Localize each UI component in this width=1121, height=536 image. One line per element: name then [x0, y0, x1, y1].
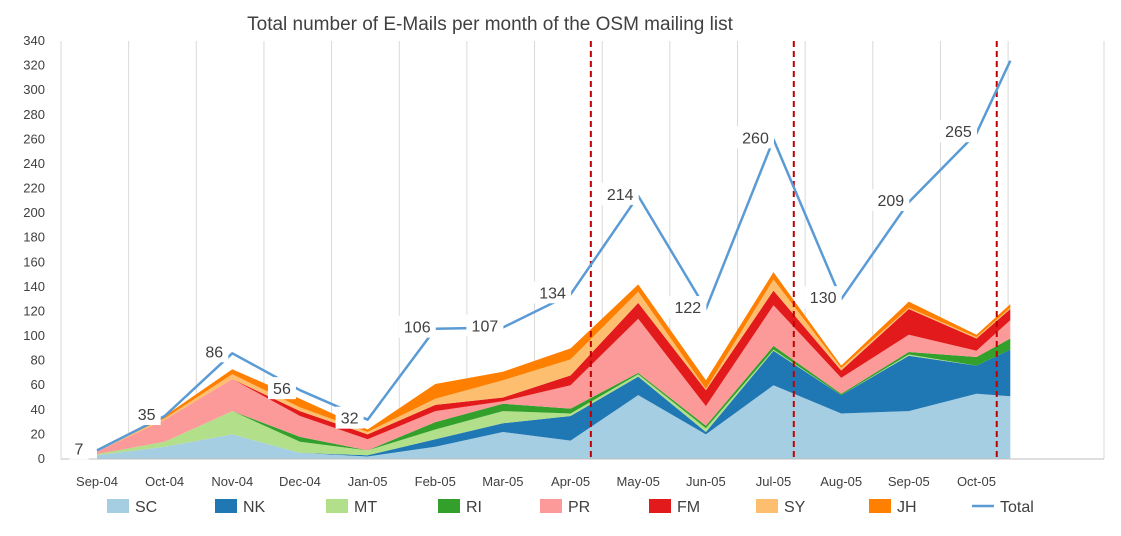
data-labels: 7 35 86 56 32 106 107 134 214 122 260 130 209 265: [69, 120, 977, 460]
legend-label: FM: [677, 499, 700, 516]
legend-item-ri: RI: [438, 499, 482, 516]
data-label-bg: [939, 120, 977, 143]
data-label-total: 130: [810, 290, 837, 307]
y-tick-label: 340: [23, 33, 45, 48]
y-tick-label: 80: [31, 353, 45, 368]
area-series-sc: [97, 385, 1011, 459]
area-series-nk: [97, 349, 1011, 457]
data-label-bg: [804, 286, 842, 309]
data-label-total: 32: [341, 411, 359, 428]
x-tick-label: Jun-05: [686, 474, 726, 489]
data-label-total: 260: [742, 130, 769, 147]
data-label-total: 214: [607, 187, 634, 204]
legend-item-nk: NK: [215, 499, 266, 516]
x-tick-label: Apr-05: [551, 474, 590, 489]
data-label-total: 134: [539, 285, 566, 302]
data-label-bg: [534, 281, 572, 304]
y-tick-label: 140: [23, 279, 45, 294]
legend-swatch: [107, 499, 129, 513]
data-label-total: 35: [138, 407, 156, 424]
legend-item-total: Total: [972, 499, 1034, 516]
legend-label: Total: [1000, 499, 1034, 516]
data-label-bg: [466, 314, 504, 337]
data-label-total: 122: [674, 300, 701, 317]
x-tick-label: Oct-05: [957, 474, 996, 489]
data-label-bg: [669, 296, 707, 319]
y-tick-label: 280: [23, 107, 45, 122]
y-tick-label: 40: [31, 402, 45, 417]
y-tick-label: 320: [23, 58, 45, 73]
y-tick-label: 0: [38, 451, 45, 466]
legend-swatch: [438, 499, 460, 513]
legend-item-fm: FM: [649, 499, 700, 516]
y-tick-label: 300: [23, 82, 45, 97]
stacked-areas: [97, 272, 1011, 459]
legend-label: SY: [784, 499, 806, 516]
x-tick-label: May-05: [617, 474, 660, 489]
data-label-bg: [335, 406, 364, 429]
y-axis-ticks: 0 20 40 60 80 100 120 140 160 180 200 220 240 260 280 3…: [23, 33, 45, 466]
data-label-bg: [267, 377, 296, 400]
x-tick-label: Aug-05: [820, 474, 862, 489]
data-label-bg: [200, 340, 229, 363]
x-tick-label: Jul-05: [756, 474, 791, 489]
legend-item-jh: JH: [869, 499, 917, 516]
area-series-jh: [97, 272, 1011, 451]
data-label-bg: [69, 437, 89, 460]
data-label-total: 209: [877, 193, 904, 210]
legend-label: PR: [568, 499, 590, 516]
x-axis-ticks: Sep-04 Oct-04 Nov-04 Dec-04 Jan-05 Feb-05 Mar-…: [76, 474, 996, 489]
data-label-total: 86: [205, 344, 223, 361]
data-label-total: 106: [404, 320, 431, 337]
x-tick-label: Sep-04: [76, 474, 118, 489]
data-label-total: 56: [273, 381, 291, 398]
x-tick-label: Sep-05: [888, 474, 930, 489]
y-tick-label: 160: [23, 254, 45, 269]
data-label-bg: [132, 402, 161, 425]
data-label-total: 265: [945, 124, 972, 141]
legend-item-sy: SY: [756, 499, 806, 516]
x-tick-label: Oct-04: [145, 474, 184, 489]
legend-label: MT: [354, 499, 377, 516]
area-series-sy: [97, 279, 1011, 452]
chart-title: Total number of E-Mails per month of the…: [247, 14, 733, 35]
x-tick-label: Feb-05: [415, 474, 456, 489]
y-tick-label: 60: [31, 377, 45, 392]
y-tick-label: 100: [23, 328, 45, 343]
legend-label: SC: [135, 499, 157, 516]
legend-swatch: [215, 499, 237, 513]
y-tick-label: 240: [23, 156, 45, 171]
x-tick-label: Nov-04: [211, 474, 253, 489]
legend-swatch: [756, 499, 778, 513]
y-tick-label: 200: [23, 205, 45, 220]
legend-item-sc: SC: [107, 499, 157, 516]
data-label-total: 7: [75, 441, 84, 458]
data-label-total: 107: [472, 318, 499, 335]
legend: SC NK MT RI PR FM SY JH Total: [107, 499, 1034, 516]
legend-swatch: [326, 499, 348, 513]
y-tick-label: 20: [31, 426, 45, 441]
legend-label: JH: [897, 499, 917, 516]
legend-item-pr: PR: [540, 499, 590, 516]
data-label-bg: [737, 126, 774, 149]
legend-swatch: [649, 499, 671, 513]
legend-swatch: [540, 499, 562, 513]
legend-item-mt: MT: [326, 499, 377, 516]
legend-label: NK: [243, 499, 266, 516]
legend-label: RI: [466, 499, 482, 516]
x-tick-label: Jan-05: [348, 474, 388, 489]
area-series-pr: [97, 305, 1011, 455]
x-tick-label: Mar-05: [482, 474, 523, 489]
legend-swatch: [869, 499, 891, 513]
data-label-bg: [872, 189, 910, 212]
x-tick-label: Dec-04: [279, 474, 321, 489]
y-tick-label: 180: [23, 230, 45, 245]
data-label-bg: [398, 315, 436, 338]
y-tick-label: 120: [23, 303, 45, 318]
data-label-bg: [601, 182, 639, 205]
y-tick-label: 220: [23, 181, 45, 196]
y-tick-label: 260: [23, 131, 45, 146]
